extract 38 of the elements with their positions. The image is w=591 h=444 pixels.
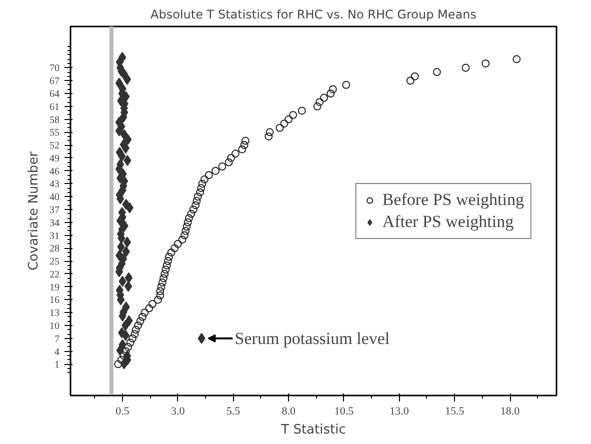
y-tick-label: 10: [50, 320, 60, 332]
y-tick-label: 28: [50, 244, 60, 255]
y-tick-label: 1: [54, 360, 60, 371]
y-tick-label: 49: [50, 153, 60, 164]
y-tick-label: 7: [54, 334, 60, 345]
x-tick-label: 0.5: [116, 406, 130, 418]
annotation: Serum potassium level: [234, 328, 390, 348]
x-tick-label: 5.5: [226, 406, 241, 418]
y-tick-label: 16: [50, 295, 60, 306]
y-tick-label: 4: [54, 346, 60, 358]
y-tick-label: 64: [50, 89, 60, 100]
y-tick-label: 13: [50, 308, 60, 320]
y-tick-label: 61: [50, 102, 60, 113]
x-tick-label: 15.5: [445, 406, 465, 418]
y-tick-label: 55: [50, 128, 60, 139]
x-tick-label: 18.0: [500, 406, 520, 418]
legend-label: Before PS weighting: [382, 190, 524, 210]
y-tick-label: 22: [50, 269, 60, 280]
y-tick-label: 58: [50, 114, 60, 126]
x-tick-label: 3.0: [171, 406, 186, 418]
y-tick-label: 31: [50, 230, 60, 242]
y-tick-label: 52: [50, 140, 60, 152]
y-tick-label: 40: [50, 192, 60, 204]
x-axis-title: T Statistic: [280, 422, 346, 438]
y-tick-label: 25: [50, 256, 60, 268]
y-tick-label: 46: [50, 166, 60, 178]
x-tick-label: 13.0: [390, 406, 410, 418]
x-tick-label: 10.5: [334, 406, 354, 418]
y-tick-label: 43: [50, 179, 60, 190]
y-axis-title: Covariate Number: [26, 150, 42, 271]
legend-label: After PS weighting: [382, 212, 514, 232]
y-tick-label: 34: [50, 218, 60, 229]
chart-title: Absolute T Statistics for RHC vs. No RHC Group Means: [150, 8, 476, 22]
y-tick-label: 37: [50, 204, 60, 216]
x-tick-label: 8.0: [282, 406, 296, 418]
y-tick-label: 19: [50, 282, 60, 294]
y-tick-label: 67: [50, 76, 60, 88]
y-tick-label: 70: [50, 63, 60, 74]
